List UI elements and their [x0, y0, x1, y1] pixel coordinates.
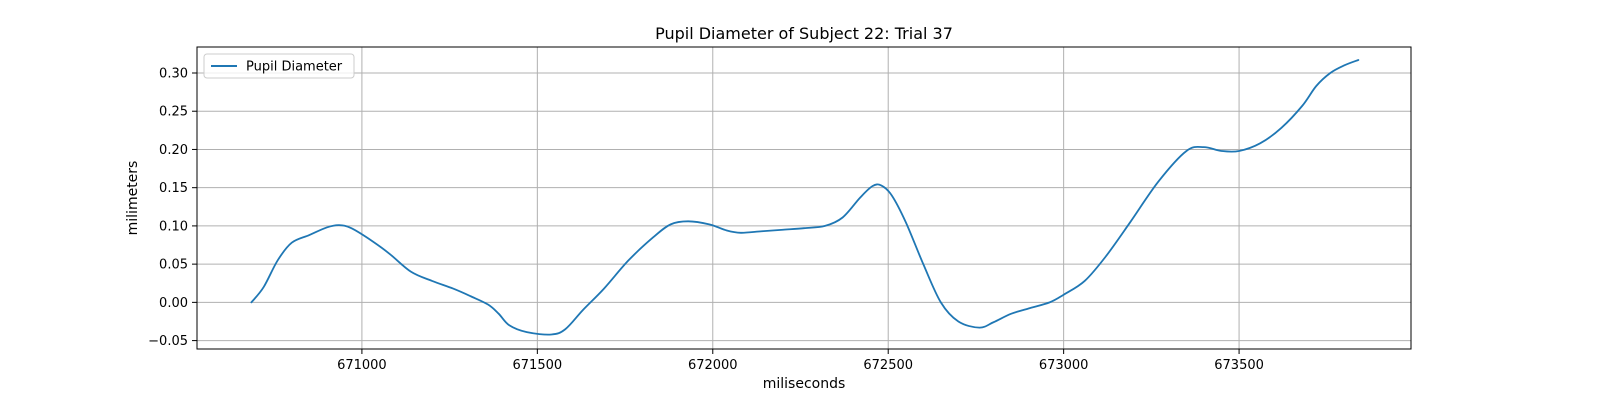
x-tick-label: 672500 — [863, 358, 913, 373]
legend-box — [203, 53, 355, 79]
y-tick-label: 0.20 — [159, 143, 188, 158]
x-tick-label: 671000 — [337, 358, 387, 373]
x-tick-label: 673000 — [1039, 358, 1089, 373]
x-axis-label: miliseconds — [763, 376, 846, 392]
y-tick-label: 0.25 — [159, 105, 188, 120]
plot-area-frame — [196, 46, 1412, 350]
legend: Pupil Diameter — [203, 53, 355, 79]
y-axis-label: milimeters — [125, 161, 141, 236]
y-tick-label: 0.10 — [159, 219, 188, 234]
y-tick-label: −0.05 — [148, 334, 188, 349]
y-tick-label: 0.15 — [159, 181, 188, 196]
chart-title: Pupil Diameter of Subject 22: Trial 37 — [655, 24, 953, 43]
x-tick-label: 671500 — [513, 358, 563, 373]
x-axis-ticks: 671000 671500 672000 672500 673000 673500 — [337, 349, 1264, 373]
y-axis-ticks: −0.05 0.00 0.05 0.10 0.15 0.20 0.25 0.30 — [148, 66, 197, 349]
grid-lines — [197, 47, 1411, 349]
x-tick-label: 672000 — [688, 358, 738, 373]
y-tick-label: 0.30 — [159, 66, 188, 81]
x-tick-label: 673500 — [1214, 358, 1264, 373]
series-line-pupil-diameter — [250, 59, 1360, 336]
legend-label-pupil-diameter: Pupil Diameter — [246, 60, 343, 75]
series-layer — [250, 59, 1360, 336]
y-tick-label: 0.00 — [159, 296, 188, 311]
y-tick-label: 0.05 — [159, 258, 188, 273]
